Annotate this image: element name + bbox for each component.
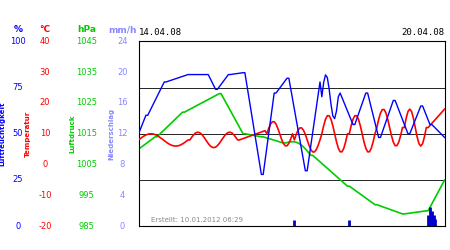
Text: 1025: 1025 bbox=[76, 98, 97, 108]
Text: °C: °C bbox=[40, 26, 50, 35]
Text: Luftdruck: Luftdruck bbox=[69, 114, 75, 153]
Text: 12: 12 bbox=[117, 129, 128, 138]
Text: hPa: hPa bbox=[77, 26, 96, 35]
Text: 10: 10 bbox=[40, 129, 50, 138]
Text: Luftfeuchtigkeit: Luftfeuchtigkeit bbox=[0, 102, 6, 166]
Text: Erstellt: 10.01.2012 06:29: Erstellt: 10.01.2012 06:29 bbox=[151, 218, 243, 224]
Text: -10: -10 bbox=[38, 191, 52, 200]
Text: 75: 75 bbox=[13, 83, 23, 92]
Text: 40: 40 bbox=[40, 37, 50, 46]
Text: 0: 0 bbox=[15, 222, 21, 231]
Text: 985: 985 bbox=[79, 222, 95, 231]
Text: 14.04.08: 14.04.08 bbox=[139, 28, 182, 37]
Text: Temperatur: Temperatur bbox=[25, 110, 31, 157]
Text: Niederschlag: Niederschlag bbox=[108, 108, 115, 160]
Text: 25: 25 bbox=[13, 176, 23, 184]
Text: 0: 0 bbox=[120, 222, 125, 231]
Text: 50: 50 bbox=[13, 129, 23, 138]
Text: 100: 100 bbox=[10, 37, 26, 46]
Text: 8: 8 bbox=[120, 160, 125, 169]
Text: 20: 20 bbox=[40, 98, 50, 108]
Text: 0: 0 bbox=[42, 160, 48, 169]
Text: 20: 20 bbox=[117, 68, 128, 76]
Text: 1015: 1015 bbox=[76, 129, 97, 138]
Text: 995: 995 bbox=[79, 191, 95, 200]
Text: 20.04.08: 20.04.08 bbox=[401, 28, 445, 37]
Text: 4: 4 bbox=[120, 191, 125, 200]
Text: %: % bbox=[14, 26, 22, 35]
Text: 24: 24 bbox=[117, 37, 128, 46]
Text: -20: -20 bbox=[38, 222, 52, 231]
Text: 30: 30 bbox=[40, 68, 50, 76]
Text: 16: 16 bbox=[117, 98, 128, 108]
Text: 1035: 1035 bbox=[76, 68, 97, 76]
Text: 1005: 1005 bbox=[76, 160, 97, 169]
Text: 1045: 1045 bbox=[76, 37, 97, 46]
Text: mm/h: mm/h bbox=[108, 26, 137, 35]
